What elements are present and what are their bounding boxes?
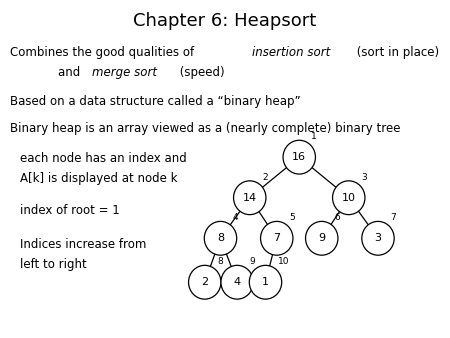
Text: Chapter 6: Heapsort: Chapter 6: Heapsort	[133, 12, 317, 30]
Text: (sort in place): (sort in place)	[353, 46, 439, 58]
Text: 4: 4	[234, 277, 241, 287]
Ellipse shape	[189, 265, 221, 299]
Text: 16: 16	[292, 152, 306, 162]
Text: 2: 2	[262, 173, 267, 182]
Text: 10: 10	[342, 193, 356, 203]
Text: 7: 7	[273, 233, 280, 243]
Text: 1: 1	[262, 277, 269, 287]
Ellipse shape	[362, 221, 394, 255]
Ellipse shape	[234, 181, 266, 215]
Ellipse shape	[283, 140, 315, 174]
Ellipse shape	[221, 265, 253, 299]
Text: 6: 6	[334, 213, 340, 222]
Text: (speed): (speed)	[176, 66, 225, 79]
Text: A[k] is displayed at node k: A[k] is displayed at node k	[20, 172, 178, 185]
Ellipse shape	[204, 221, 237, 255]
Text: 14: 14	[243, 193, 257, 203]
Text: and: and	[58, 66, 85, 79]
Text: 3: 3	[361, 173, 367, 182]
Text: 4: 4	[233, 213, 238, 222]
Ellipse shape	[306, 221, 338, 255]
Text: 8: 8	[217, 257, 223, 266]
Text: Based on a data structure called a “binary heap”: Based on a data structure called a “bina…	[10, 95, 301, 108]
Text: Binary heap is an array viewed as a (nearly complete) binary tree: Binary heap is an array viewed as a (nea…	[10, 122, 400, 135]
Ellipse shape	[249, 265, 282, 299]
Text: merge sort: merge sort	[92, 66, 157, 79]
Text: 7: 7	[390, 213, 396, 222]
Text: left to right: left to right	[20, 258, 87, 271]
Text: index of root = 1: index of root = 1	[20, 204, 120, 217]
Text: insertion sort: insertion sort	[252, 46, 331, 58]
Text: 1: 1	[311, 132, 317, 141]
Text: 9: 9	[249, 257, 255, 266]
Text: Indices increase from: Indices increase from	[20, 238, 147, 251]
Text: 2: 2	[201, 277, 208, 287]
Text: 3: 3	[374, 233, 382, 243]
Text: 9: 9	[318, 233, 325, 243]
Ellipse shape	[261, 221, 293, 255]
Text: 5: 5	[289, 213, 295, 222]
Text: 10: 10	[278, 257, 289, 266]
Ellipse shape	[333, 181, 365, 215]
Text: 8: 8	[217, 233, 224, 243]
Text: each node has an index and: each node has an index and	[20, 152, 187, 165]
Text: Combines the good qualities of: Combines the good qualities of	[10, 46, 198, 58]
